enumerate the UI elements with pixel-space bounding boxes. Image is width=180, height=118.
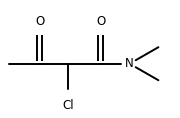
Text: O: O	[96, 15, 105, 28]
Text: Cl: Cl	[63, 99, 74, 112]
Text: O: O	[35, 15, 44, 28]
Text: N: N	[125, 57, 134, 70]
